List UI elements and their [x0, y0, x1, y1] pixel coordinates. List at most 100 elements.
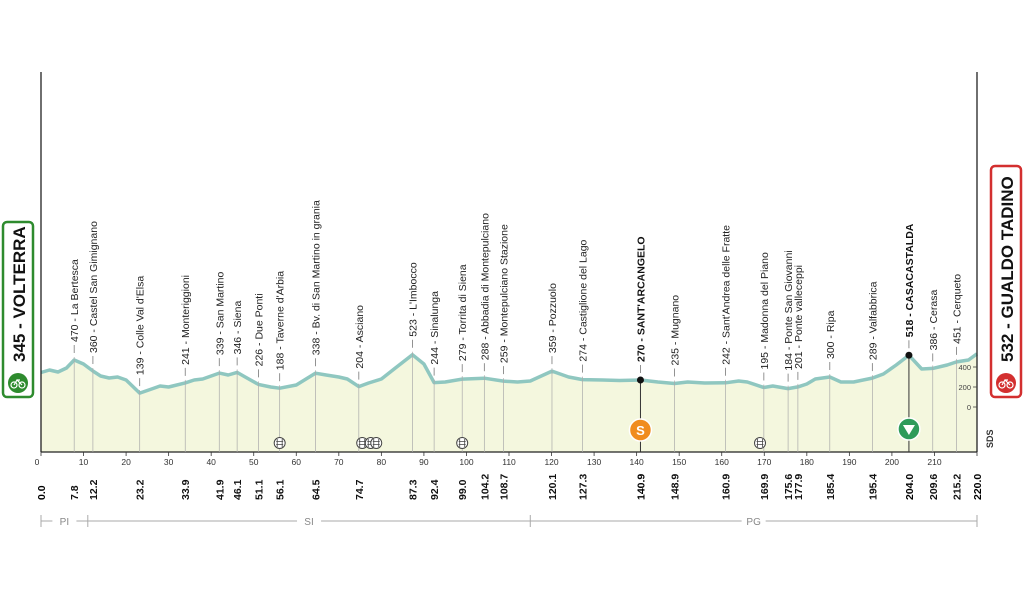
x-tick-label: 90 — [419, 457, 429, 467]
waypoint-label: 235 - Mugnano — [670, 295, 682, 366]
x-tick-label: 140 — [630, 457, 644, 467]
level-crossing-glyph — [358, 439, 366, 447]
waypoint-km-label: 46.1 — [232, 479, 244, 500]
waypoint-km-label: 148.9 — [670, 474, 682, 500]
x-tick-label: 150 — [672, 457, 686, 467]
waypoint-label: 184 - Ponte San Giovanni — [783, 250, 795, 370]
waypoint-label: 339 - San Martino — [214, 271, 226, 355]
y-tick-label: 200 — [958, 383, 971, 392]
waypoint-km-label: 169.9 — [759, 474, 771, 500]
waypoint-km-label: 104.2 — [479, 474, 491, 500]
waypoint-label: 274 - Castiglione del Lago — [578, 239, 590, 361]
waypoint-label: 360 - Castel San Gimignano — [88, 221, 100, 353]
waypoint-labels-layer: 0.0 220.0 470 - La Bertesca 7.8 360 - Castel… — [36, 200, 984, 500]
sprint-icon — [628, 418, 653, 442]
waypoint-label: 242 - Sant'Andrea delle Fratte — [721, 225, 733, 365]
level-crossing-glyph — [372, 439, 380, 447]
x-tick-label: 200 — [885, 457, 899, 467]
x-tick-label: 10 — [79, 457, 89, 467]
waypoint-km-label: 33.9 — [180, 479, 192, 500]
waypoint-label: 289 - Valfabbrica — [867, 281, 879, 360]
start-bike-icon — [8, 373, 28, 393]
regions-layer: PI SI PG — [40, 514, 978, 528]
waypoint-label: 226 - Due Ponti — [253, 293, 265, 366]
waypoint-km-label: 140.9 — [635, 474, 647, 500]
waypoint-km-label: 185.4 — [825, 474, 837, 500]
x-tick-label: 160 — [715, 457, 729, 467]
waypoint-label: 259 - Montepulciano Stazione — [498, 224, 510, 363]
profile-area-layer — [40, 352, 979, 452]
x-tick-label: 80 — [377, 457, 387, 467]
km-label-extreme: 0.0 — [36, 485, 48, 500]
region-label: PG — [746, 517, 761, 528]
waypoint-label: 279 - Torrita di Siena — [457, 264, 469, 361]
waypoint-label: 241 - Monteriggioni — [180, 275, 192, 365]
waypoint-label: 451 - Cerqueto — [952, 274, 964, 344]
waypoint-marks-layer: S — [73, 339, 957, 452]
x-tick-label: 60 — [292, 457, 302, 467]
y-tick-label: 400 — [958, 363, 971, 372]
sds-label: SDS — [985, 429, 995, 448]
start-badge: 345 - VOLTERRA — [1, 220, 35, 399]
waypoint-km-label: 99.0 — [457, 479, 469, 500]
key-point-marker — [636, 376, 644, 384]
waypoint-label: 204 - Asciano — [354, 305, 366, 369]
x-tick-label: 30 — [164, 457, 174, 467]
waypoint-km-label: 51.1 — [253, 479, 265, 500]
x-tick-label: 50 — [249, 457, 259, 467]
x-tick-label: 190 — [842, 457, 856, 467]
region-label-bg — [52, 514, 77, 528]
region-label: PI — [60, 517, 69, 528]
level-crossing-glyph — [458, 439, 466, 447]
waypoint-km-label: 64.5 — [310, 479, 322, 500]
key-point-marker — [905, 351, 913, 359]
km-label-extreme: 220.0 — [972, 474, 984, 500]
waypoint-km-label: 92.4 — [429, 479, 441, 500]
profile-area — [41, 353, 977, 452]
x-tick-label: 70 — [334, 457, 344, 467]
x-tick-label: 20 — [121, 457, 131, 467]
x-tick-label: 120 — [544, 457, 558, 467]
waypoint-label: 518 - CASACASTALDA — [904, 223, 916, 337]
waypoint-label: 188 - Taverne d'Arbia — [275, 271, 287, 370]
waypoint-label: 244 - Sinalunga — [429, 291, 441, 365]
region-label-bg — [297, 514, 322, 528]
level-crossing-icon — [370, 437, 383, 449]
waypoint-km-label: 74.7 — [354, 479, 366, 500]
x-tick-label: 170 — [757, 457, 771, 467]
axis-layer: 0 200 400 10 20 30 40 50 60 70 80 90 100 110 120 130 140… — [35, 72, 978, 467]
kom-triangle-icon — [902, 425, 915, 435]
waypoint-km-label: 56.1 — [275, 479, 287, 500]
x-tick-label: 40 — [206, 457, 216, 467]
x-tick-label: 110 — [502, 457, 516, 467]
waypoint-km-label: 175.6 — [783, 474, 795, 500]
waypoint-km-label: 108.7 — [498, 474, 510, 500]
waypoint-label: 470 - La Bertesca — [69, 259, 81, 342]
waypoint-km-label: 160.9 — [721, 474, 733, 500]
y-tick-label: 0 — [967, 403, 971, 412]
sprint-letter: S — [636, 423, 645, 438]
waypoint-km-label: 177.9 — [793, 474, 805, 500]
region-label-bg — [741, 514, 766, 528]
waypoint-km-label: 209.6 — [928, 474, 940, 500]
waypoint-label: 195 - Madonna del Piano — [759, 252, 771, 369]
waypoint-km-label: 41.9 — [214, 479, 226, 500]
level-crossing-glyph — [756, 439, 764, 447]
waypoint-km-label: 87.3 — [407, 479, 419, 500]
waypoint-km-label: 195.4 — [867, 474, 879, 500]
level-crossing-icon — [456, 437, 469, 449]
waypoint-km-label: 23.2 — [135, 479, 147, 500]
finish-bike-icon — [996, 373, 1016, 393]
waypoint-label: 338 - Bv. di San Martino in grania — [310, 200, 322, 355]
waypoint-km-label: 127.3 — [578, 474, 590, 500]
start-label: 345 - VOLTERRA — [10, 226, 29, 362]
level-crossing-glyph — [276, 439, 284, 447]
waypoint-label: 359 - Pozzuolo — [547, 283, 559, 353]
finish-badge: 532 - GUALDO TADINO — [989, 164, 1023, 399]
waypoint-km-label: 120.1 — [547, 474, 559, 500]
x-tick-label: 130 — [587, 457, 601, 467]
level-crossing-icon — [754, 437, 767, 449]
waypoint-label: 523 - L'Imbocco — [407, 262, 419, 337]
waypoint-label: 201 - Ponte valleceppi — [793, 265, 805, 369]
